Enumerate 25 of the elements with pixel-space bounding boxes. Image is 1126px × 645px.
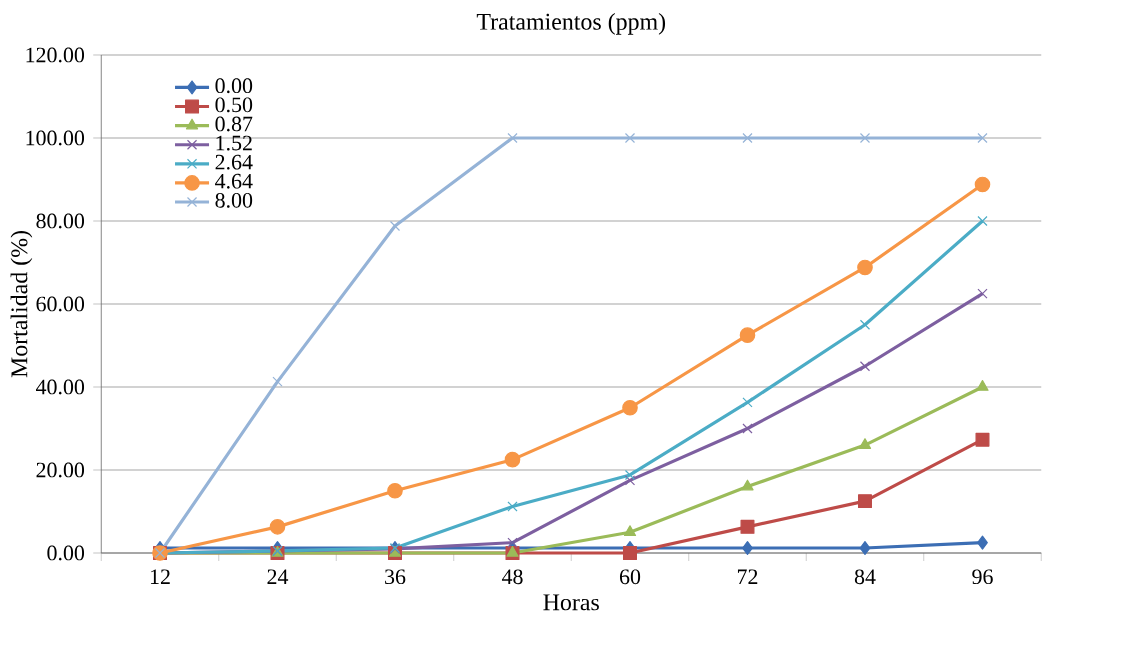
chart-title: Tratamientos (ppm) [476, 12, 666, 35]
x-tick-label: 72 [737, 569, 758, 584]
y-tick-label: 20.00 [36, 462, 85, 478]
legend-label: 0.00 [215, 78, 253, 94]
y-tick-label: 100.00 [26, 130, 85, 146]
x-tick-label: 84 [854, 569, 876, 585]
x-tick-label: 24 [267, 569, 289, 584]
y-tick-label: 120.00 [26, 47, 85, 63]
legend-label: 4.64 [215, 173, 253, 189]
x-tick-label: 48 [501, 569, 523, 585]
y-tick-label: 60.00 [36, 296, 85, 312]
legend-label: 0.87 [215, 116, 253, 132]
x-tick-label: 96 [972, 569, 993, 585]
x-tick-label: 12 [150, 569, 170, 584]
y-tick-label: 80.00 [36, 213, 85, 229]
y-tick-label: 40.00 [36, 379, 85, 395]
x-tick-label: 36 [385, 569, 406, 585]
legend-label: 2.64 [215, 154, 253, 170]
x-tick-label: 60 [619, 569, 641, 585]
y-tick-label: 0.00 [47, 545, 85, 561]
y-axis-title: Mortalidad (%) [10, 231, 33, 378]
legend-label: 1.52 [216, 135, 252, 151]
legend-label: 8.00 [215, 192, 253, 208]
legend-label: 0.50 [215, 97, 253, 113]
x-axis-title: Horas [543, 594, 599, 611]
